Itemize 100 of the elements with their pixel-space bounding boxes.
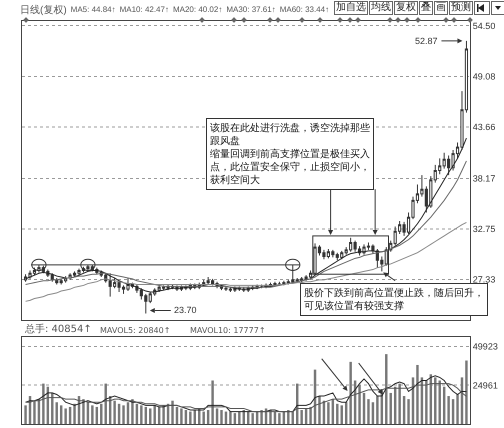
bar — [68, 406, 72, 424]
bar — [206, 410, 210, 424]
bar — [416, 364, 419, 424]
bar — [398, 384, 401, 424]
bar — [194, 410, 196, 424]
y-tick-label: 32.75 — [472, 224, 496, 234]
y-tick-label: 49923 — [472, 342, 498, 352]
bar — [322, 400, 326, 424]
annotation: 23.70 — [174, 305, 197, 315]
text: MAVOL5: 20840↑ — [100, 326, 170, 335]
bar — [336, 404, 339, 424]
y-tick-label: 54.50 — [472, 20, 496, 31]
bar — [394, 386, 396, 424]
bar — [86, 402, 90, 424]
bar — [430, 374, 432, 424]
bar — [332, 399, 334, 424]
bar — [113, 400, 116, 424]
bar — [242, 410, 245, 424]
bar — [434, 377, 436, 424]
bar — [51, 392, 54, 424]
bar — [144, 406, 148, 424]
bar — [33, 400, 36, 424]
bar — [184, 410, 188, 424]
bar — [153, 405, 156, 424]
text: MAVOL10: 17777↑ — [190, 326, 266, 335]
bar — [367, 399, 370, 424]
annotation: 该股在此处进行洗盘，诱空洗掉那些跟风盘 — [210, 122, 370, 147]
text: 复权 — [394, 1, 418, 15]
candlestick — [278, 281, 281, 286]
text: 总手: 40854↑ — [24, 323, 92, 335]
bar — [82, 399, 85, 424]
bar — [202, 412, 205, 424]
bar — [327, 402, 330, 424]
bar — [456, 394, 459, 424]
candlestick — [366, 242, 370, 250]
line-series — [25, 383, 467, 412]
bar — [278, 413, 281, 424]
bar — [420, 377, 424, 424]
bar — [260, 410, 263, 424]
text: MA60: 33.44↑ — [280, 5, 330, 14]
bar — [376, 396, 379, 424]
bar — [73, 404, 76, 424]
bar — [349, 362, 352, 424]
y-tick-label: 43.66 — [472, 122, 496, 132]
bar — [251, 413, 254, 424]
bar — [425, 380, 428, 424]
candlestick — [322, 249, 326, 260]
text: MA20: 40.02↑ — [172, 5, 222, 14]
text: 画 — [434, 1, 448, 15]
bar — [282, 412, 286, 424]
bar — [287, 410, 290, 424]
bar — [256, 412, 258, 424]
bar — [24, 405, 27, 424]
text: MA5: 44.84↑ — [70, 5, 116, 14]
bar — [131, 399, 134, 424]
candlestick — [72, 270, 76, 278]
bar — [42, 384, 45, 424]
bar — [118, 404, 120, 424]
text: MA10: 42.47↑ — [120, 5, 169, 14]
text: 加自选 — [334, 1, 368, 15]
bar — [180, 408, 183, 424]
candlestick — [260, 284, 264, 289]
bar — [234, 413, 236, 424]
bar — [108, 396, 112, 424]
bar — [211, 380, 214, 424]
bar — [100, 404, 102, 424]
bar — [64, 408, 67, 424]
candlestick — [32, 267, 36, 276]
bar — [171, 400, 174, 424]
bar — [452, 399, 454, 424]
bar — [438, 380, 441, 424]
candlestick — [117, 280, 121, 292]
bar — [229, 412, 232, 424]
bar — [189, 412, 192, 424]
bar — [296, 384, 298, 424]
text: 预测 — [449, 1, 473, 15]
bar — [402, 396, 406, 424]
bar — [385, 354, 388, 424]
bar — [46, 386, 50, 424]
bar — [314, 370, 316, 424]
y-tick-label: 27.33 — [472, 274, 496, 285]
bar — [166, 404, 170, 424]
y-tick-label: 24961 — [472, 380, 498, 390]
bar — [140, 405, 143, 424]
bar — [309, 406, 312, 424]
bar — [358, 385, 361, 424]
bar — [56, 402, 58, 424]
bar — [354, 380, 356, 424]
bar — [216, 408, 218, 424]
bar — [264, 408, 268, 424]
bar — [447, 396, 450, 424]
bar — [38, 399, 40, 424]
bar — [344, 402, 348, 424]
candlestick — [77, 268, 81, 276]
y-tick-label: 49.08 — [472, 71, 496, 82]
text: 日线(复权) — [20, 4, 67, 16]
bar — [465, 360, 468, 424]
text: MA30: 37.61↑ — [226, 5, 276, 14]
candlestick — [24, 274, 28, 282]
bar — [122, 405, 125, 424]
